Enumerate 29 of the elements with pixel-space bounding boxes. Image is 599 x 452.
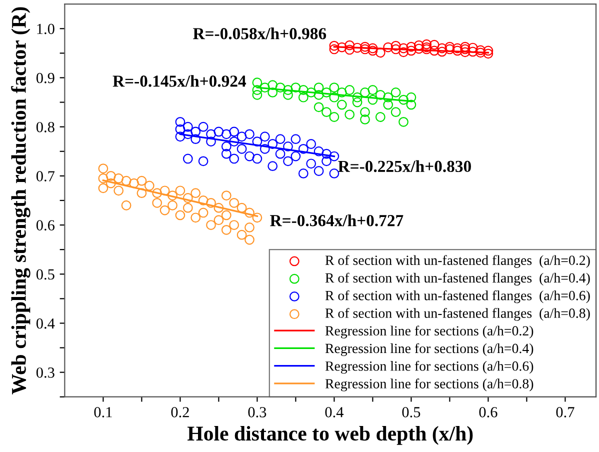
legend-label: Regression line for sections (a/h=0.6)	[325, 360, 534, 374]
y-tick-label: 1.0	[37, 24, 54, 34]
legend-label: Regression line for sections (a/h=0.8)	[325, 378, 534, 392]
x-axis-title: Hole distance to web depth (x/h)	[187, 426, 473, 445]
x-tick-label: 0.7	[556, 407, 574, 418]
y-tick-label: 0.3	[36, 367, 54, 378]
y-tick-label: 0.9	[36, 72, 54, 84]
x-tick-label: 0.1	[94, 407, 112, 418]
legend-label: R of section with un-fastened flanges (a/h=0.6)	[325, 290, 590, 304]
y-tick-label: 0.4	[36, 318, 55, 329]
x-tick-label: 0.6	[479, 407, 498, 418]
annotation: R=-0.364x/h+0.727	[270, 214, 404, 226]
legend-label: Regression line for sections (a/h=0.2)	[325, 326, 534, 338]
legend-label: Regression line for sections (a/h=0.4)	[325, 343, 534, 356]
legend-label: R of section with un-fastened flanges (a/h=0.4)	[325, 272, 590, 286]
x-tick-label: 0.3	[248, 407, 266, 418]
x-tick-label: 0.4	[325, 407, 344, 418]
y-axis-title: Web crippling strength reduction factor (R)	[11, 7, 30, 394]
y-tick-label: 0.6	[36, 220, 55, 231]
annotation: R=-0.058x/h+0.986	[193, 28, 326, 40]
y-tick-label: 0.8	[36, 122, 54, 132]
annotation: R=-0.145x/h+0.924	[112, 75, 246, 87]
x-tick-label: 0.5	[402, 407, 420, 418]
y-tick-label: 0.7	[36, 171, 55, 182]
legend-label: R of section with un-fastened flanges (a/h=0.8)	[325, 308, 590, 321]
legend-label: R of section with un-fastened flanges (a/h=0.2)	[325, 255, 590, 268]
x-tick-label: 0.2	[171, 407, 189, 418]
annotation: R=-0.225x/h+0.830	[338, 160, 471, 172]
y-tick-label: 0.5	[36, 269, 54, 280]
